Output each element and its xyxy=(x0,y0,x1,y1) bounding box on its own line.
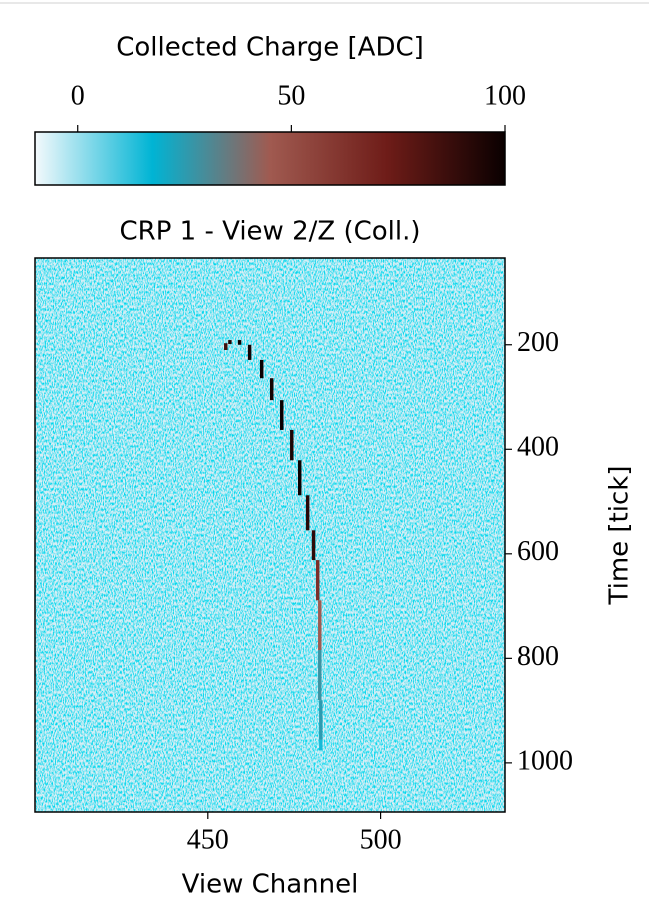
y-tick-label: 600 xyxy=(517,536,559,567)
noise-texture xyxy=(35,258,505,812)
plot-frame xyxy=(34,257,506,813)
hit xyxy=(305,495,310,531)
hit xyxy=(297,460,302,496)
hit xyxy=(247,344,252,360)
hit xyxy=(270,378,274,401)
colorbar-label: Collected Charge [ADC] xyxy=(116,33,424,63)
colorbar xyxy=(34,131,506,186)
hit xyxy=(318,649,322,701)
colorbar-tick-label: 0 xyxy=(71,80,85,111)
hit xyxy=(319,700,323,740)
y-axis-label: Time [tick] xyxy=(605,466,635,606)
hit xyxy=(259,359,264,379)
chart-title: CRP 1 - View 2/Z (Coll.) xyxy=(119,217,420,247)
colorbar-tick-label: 100 xyxy=(484,80,526,111)
hit xyxy=(290,429,294,461)
hit xyxy=(224,343,228,350)
hit xyxy=(280,400,284,430)
y-tick-label: 800 xyxy=(517,641,559,672)
hit xyxy=(237,340,242,345)
colorbar-tick-label: 50 xyxy=(277,80,305,111)
hit xyxy=(318,600,322,650)
hit xyxy=(311,530,316,561)
hit xyxy=(319,739,323,751)
y-tick-label: 1000 xyxy=(517,745,573,776)
x-tick-label: 500 xyxy=(360,824,402,855)
x-axis-label: View Channel xyxy=(182,870,359,900)
hit xyxy=(315,560,320,601)
hit xyxy=(228,340,232,345)
y-tick-label: 400 xyxy=(517,432,559,463)
y-tick-label: 200 xyxy=(517,327,559,358)
x-tick-label: 450 xyxy=(187,824,229,855)
